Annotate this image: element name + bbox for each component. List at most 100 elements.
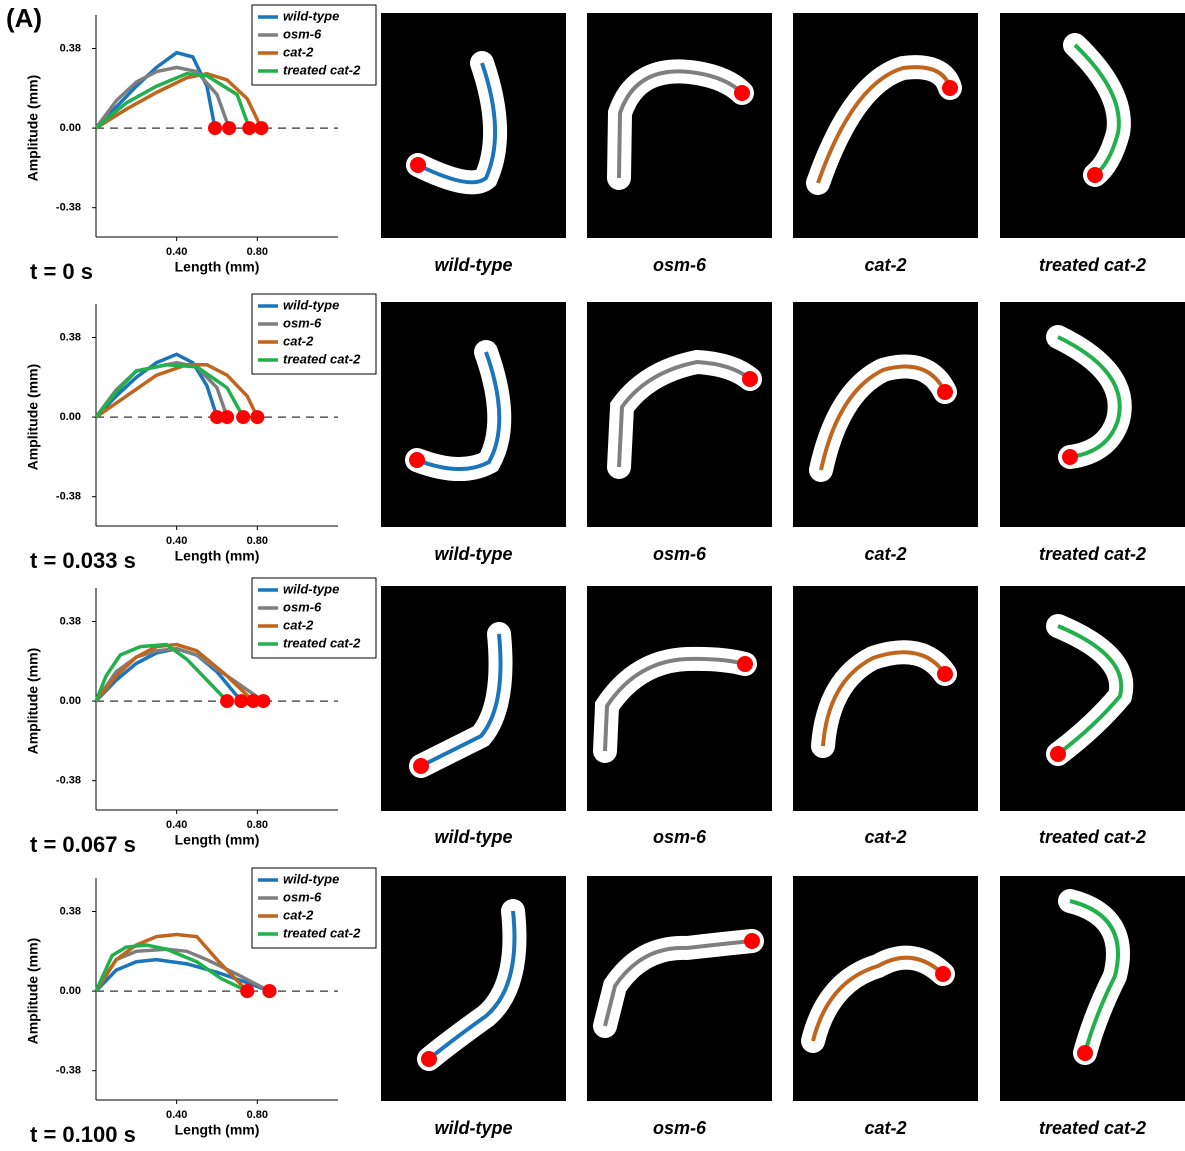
legend-label: cat-2 [283, 907, 314, 922]
legend-label: osm-6 [283, 599, 322, 614]
series-line [94, 957, 271, 993]
image-caption: osm-6 [653, 255, 707, 275]
series-line [94, 352, 219, 419]
image-background [793, 13, 978, 238]
legend-label: osm-6 [283, 315, 322, 330]
image-caption: wild-type [434, 255, 512, 275]
image-background [381, 586, 566, 811]
end-point [242, 121, 257, 136]
worm-image [1000, 586, 1185, 811]
end-point [250, 410, 265, 425]
image-caption: wild-type [434, 544, 512, 564]
worm-head [742, 371, 758, 387]
worm-centerline [617, 359, 752, 468]
end-point [254, 121, 269, 136]
worm-head [935, 966, 951, 982]
worm-centerline [1057, 335, 1122, 459]
y-tick-label: 0.00 [60, 695, 81, 707]
image-background [381, 302, 566, 527]
worm-centerline [1069, 899, 1120, 1054]
worm-image [587, 586, 772, 811]
worm-centerline [427, 910, 517, 1061]
time-label: t = 0.100 s [30, 1122, 136, 1147]
legend-label: wild-type [283, 871, 339, 886]
image-background [793, 302, 978, 527]
end-point [234, 694, 249, 709]
y-tick-label: -0.38 [56, 1065, 81, 1077]
end-point [207, 121, 222, 136]
worm-image [587, 13, 772, 238]
x-tick-label: 0.80 [247, 535, 268, 547]
y-tick-label: 0.00 [60, 122, 81, 134]
worm-head [421, 1051, 437, 1067]
worm-head [734, 85, 750, 101]
worm-centerline [417, 62, 498, 185]
worm-image [793, 302, 978, 527]
worm-centerline [603, 939, 753, 1027]
end-point [240, 984, 255, 999]
worm-image [381, 302, 566, 527]
worm-head [1050, 746, 1066, 762]
series-line [94, 65, 231, 130]
image-caption: cat-2 [864, 255, 906, 275]
x-tick-label: 0.40 [166, 535, 187, 547]
y-axis-label: Amplitude (mm) [25, 75, 41, 182]
worm-head [937, 666, 953, 682]
worm-head [744, 933, 760, 949]
image-caption: wild-type [434, 1118, 512, 1138]
worm-centerline [420, 633, 503, 768]
image-caption: cat-2 [864, 544, 906, 564]
worm-centerline [821, 650, 947, 747]
x-tick-label: 0.40 [166, 1109, 187, 1121]
worm-head [1077, 1045, 1093, 1061]
panel-label: (A) [6, 3, 42, 33]
end-point [256, 694, 271, 709]
series-line [94, 943, 249, 993]
legend-label: osm-6 [283, 889, 322, 904]
legend-label: wild-type [283, 297, 339, 312]
y-tick-label: 0.00 [60, 411, 81, 423]
end-point [262, 984, 277, 999]
y-tick-label: -0.38 [56, 491, 81, 503]
y-tick-label: 0.38 [60, 905, 81, 917]
y-axis-label: Amplitude (mm) [25, 648, 41, 755]
image-background [1000, 302, 1185, 527]
worm-head [737, 656, 753, 672]
image-caption: osm-6 [653, 827, 707, 847]
x-tick-label: 0.80 [247, 819, 268, 831]
worm-image [1000, 302, 1185, 527]
image-background [793, 586, 978, 811]
legend-label: treated cat-2 [283, 635, 361, 650]
legend-label: cat-2 [283, 44, 314, 59]
y-tick-label: 0.38 [60, 42, 81, 54]
legend-label: treated cat-2 [283, 351, 361, 366]
y-tick-label: -0.38 [56, 202, 81, 214]
x-tick-label: 0.40 [166, 819, 187, 831]
worm-image [381, 876, 566, 1101]
worm-image [793, 13, 978, 238]
y-tick-label: 0.38 [60, 615, 81, 627]
worm-centerline [811, 955, 945, 1042]
x-axis-label: Length (mm) [175, 832, 260, 848]
series-line [94, 932, 249, 993]
worm-centerline [1056, 624, 1124, 756]
end-point [220, 694, 235, 709]
end-point [210, 410, 224, 425]
time-label: t = 0 s [30, 259, 93, 284]
worm-head [409, 452, 425, 468]
legend-label: treated cat-2 [283, 925, 361, 940]
x-axis-label: Length (mm) [175, 259, 260, 275]
legend-label: cat-2 [283, 617, 314, 632]
image-caption: treated cat-2 [1039, 544, 1146, 564]
image-caption: osm-6 [653, 1118, 707, 1138]
image-caption: treated cat-2 [1039, 827, 1146, 847]
time-label: t = 0.033 s [30, 548, 136, 573]
end-point [222, 121, 237, 136]
x-tick-label: 0.80 [247, 1109, 268, 1121]
image-background [1000, 586, 1185, 811]
image-caption: wild-type [434, 827, 512, 847]
worm-centerline [603, 656, 746, 752]
worm-centerline [816, 65, 952, 184]
worm-centerline [617, 69, 744, 179]
